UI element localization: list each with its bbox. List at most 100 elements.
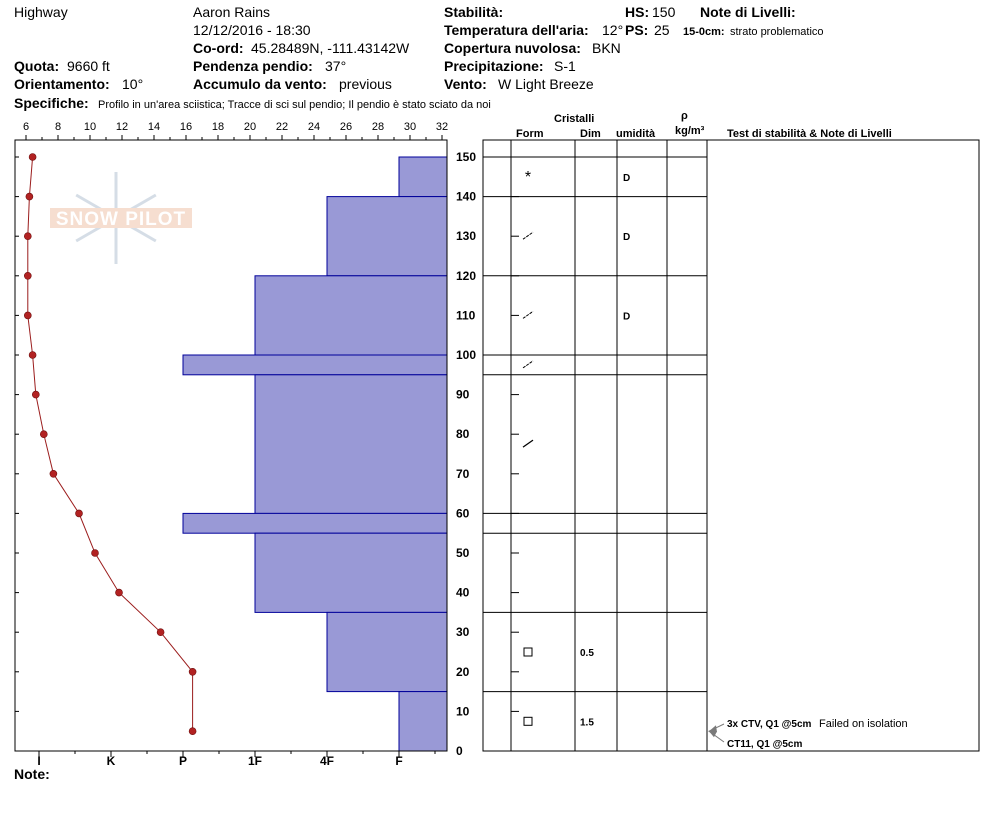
temperature-point	[91, 549, 99, 557]
cloud-cover-label: Copertura nuvolosa:	[444, 40, 581, 56]
moisture-value: D	[623, 173, 630, 184]
hardness-tick-label: K	[107, 754, 116, 768]
hardness-bar	[182, 354, 448, 376]
crystal-form-symbol	[523, 716, 533, 726]
layer-notes-label: Note di Livelli:	[700, 4, 796, 20]
temperature-point	[49, 469, 58, 478]
stability-arrowhead	[709, 731, 717, 738]
crystal-form-symbol	[522, 231, 534, 240]
temp-tick-label: 16	[180, 121, 192, 133]
logo-band	[50, 208, 192, 228]
temp-tick-label: 6	[23, 121, 29, 133]
depth-label: 140	[456, 190, 476, 204]
slope-label: Pendenza pendio:	[193, 58, 313, 74]
temp-tick-label: 28	[372, 121, 384, 133]
hardness-tick-label: I	[37, 754, 40, 768]
hardness-bar	[326, 196, 448, 277]
stability-notes-header: Test di stabilità & Note di Livelli	[727, 128, 892, 140]
temp-tick-label: 20	[244, 121, 256, 133]
logo-text: SNOW PILOT	[56, 209, 186, 230]
temperature-point	[115, 588, 123, 597]
hardness-bar	[254, 374, 448, 514]
profile-plot-frame	[14, 139, 448, 752]
depth-label: 110	[456, 308, 476, 322]
layer-note-depth: 15-0cm:	[683, 26, 725, 38]
hardness-bar	[398, 691, 448, 752]
temp-tick-label: 30	[404, 121, 416, 133]
location-name: Highway	[14, 4, 68, 20]
hardness-bar	[254, 532, 448, 613]
depth-label: 150	[456, 150, 476, 164]
depth-label: 30	[456, 625, 470, 639]
crystal-form-symbol	[523, 647, 533, 657]
temperature-point	[28, 153, 37, 161]
stability-arrowhead	[709, 725, 717, 733]
snowflake-arm	[75, 193, 157, 243]
crystal-size-value: 0.5	[580, 648, 594, 659]
stability-test-code: 3x CTV, Q1 @5cm	[727, 719, 812, 730]
temperature-point	[28, 351, 37, 359]
temp-tick-label: 8	[55, 121, 61, 133]
moisture-value: D	[623, 232, 630, 243]
crystal-form-symbol	[522, 360, 534, 369]
temperature-point	[31, 390, 40, 399]
depth-label: 40	[456, 586, 470, 600]
moisture-header: umidità	[616, 128, 656, 140]
temperature-point	[23, 232, 32, 240]
temperature-line	[27, 156, 194, 732]
temperature-point	[156, 628, 165, 637]
hs-value: 150	[652, 4, 676, 20]
layer-table-frame	[482, 139, 980, 752]
temp-tick-label: 10	[84, 121, 96, 133]
stability-label: Stabilità:	[444, 4, 504, 20]
air-temp-value: 12°	[602, 22, 624, 38]
layer-note-text: strato problematico	[730, 26, 824, 38]
specifics-label: Specifiche:	[14, 95, 89, 111]
slope-value: 37°	[325, 58, 347, 74]
precip-value: S-1	[554, 58, 576, 74]
precip-label: Precipitazione:	[444, 58, 544, 74]
hardness-tick-label: P	[179, 754, 187, 768]
density-unit-header: kg/m³	[675, 125, 705, 137]
observation-datetime: 12/12/2016 - 18:30	[193, 22, 311, 38]
crystal-form-symbol: *	[525, 169, 531, 186]
depth-label: 10	[456, 704, 470, 718]
temperature-point	[23, 271, 32, 280]
temp-tick-label: 26	[340, 121, 352, 133]
elevation-label: Quota:	[14, 58, 60, 74]
temperature-point	[75, 509, 83, 518]
depth-label: 120	[456, 269, 476, 283]
crystal-form-symbol	[522, 439, 534, 448]
observer-name: Aaron Rains	[193, 4, 271, 20]
temp-tick-label: 12	[116, 121, 128, 133]
depth-label: 0	[456, 744, 463, 758]
depth-label: 60	[456, 506, 470, 520]
depth-label: 130	[456, 229, 476, 243]
temp-tick-label: 32	[436, 121, 448, 133]
depth-label: 100	[456, 348, 476, 362]
hardness-tick-label: 1F	[248, 754, 262, 768]
air-temp-label: Temperatura dell'aria:	[444, 22, 589, 38]
temp-tick-label: 24	[308, 121, 320, 133]
hardness-bar	[398, 156, 448, 198]
size-header: Dim	[580, 128, 601, 140]
crystal-size-value: 1.5	[580, 717, 594, 728]
specifics-text: Profilo in un'area sciistica; Tracce di …	[98, 99, 491, 111]
ps-value: 25	[654, 22, 670, 38]
rho-header: ρ	[681, 110, 688, 122]
temp-tick-label: 14	[148, 121, 160, 133]
stability-test-note: Failed on isolation	[819, 718, 908, 730]
wind-value: W Light Breeze	[498, 76, 594, 92]
aspect-label: Orientamento:	[14, 76, 110, 92]
temperature-point	[39, 430, 48, 439]
depth-label: 50	[456, 546, 470, 560]
moisture-value: D	[623, 311, 630, 322]
temperature-point	[188, 667, 197, 676]
hs-label: HS:	[625, 4, 650, 20]
stability-test-code: CT11, Q1 @5cm	[727, 739, 802, 750]
wind-loading-label: Accumulo da vento:	[193, 76, 327, 92]
ps-label: PS:	[625, 22, 649, 38]
depth-label: 80	[456, 427, 470, 441]
hardness-bar	[182, 512, 448, 534]
